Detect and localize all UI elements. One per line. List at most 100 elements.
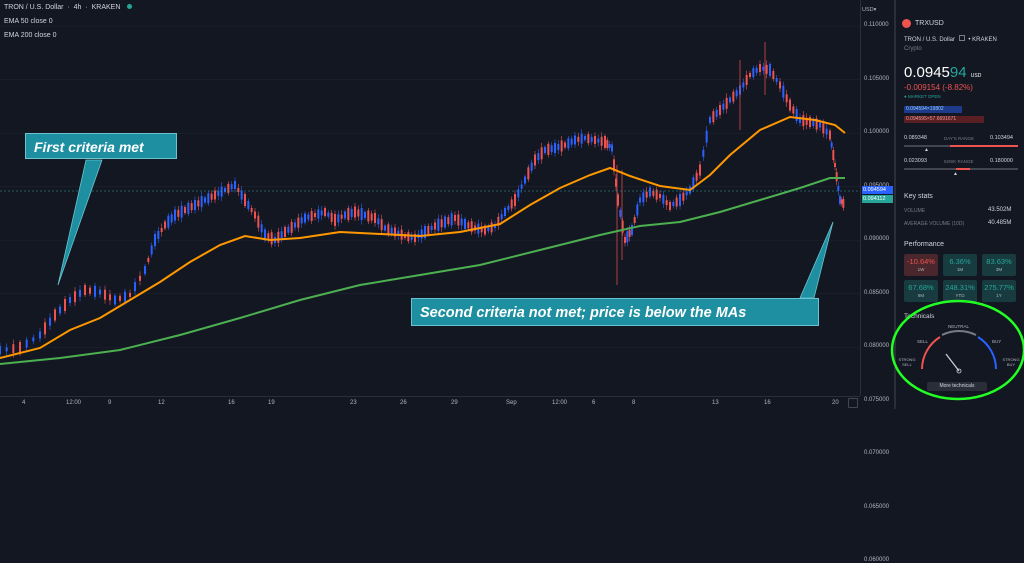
candle-body	[725, 97, 728, 109]
time-tick: 12	[158, 400, 165, 406]
time-axis[interactable]: 4 12:00 9 12 16 19 23 26 29 Sep 12:00 6 8 13 16 20	[0, 396, 860, 410]
candle-body	[170, 214, 173, 223]
candle-body	[584, 136, 586, 140]
candle-body	[357, 209, 360, 217]
candle-body	[147, 258, 150, 262]
time-tick: 16	[764, 400, 771, 406]
candle-body	[672, 202, 675, 206]
performance-cell[interactable]: 83.63% 3M	[982, 254, 1016, 276]
candle-body	[350, 209, 353, 217]
performance-title: Performance	[904, 241, 945, 248]
candle-body	[317, 209, 320, 219]
more-technicals-label: More technicals	[939, 383, 975, 389]
candle-body	[447, 217, 450, 225]
candle-body	[177, 209, 180, 217]
candle-body	[32, 337, 35, 342]
candle-body	[25, 339, 28, 348]
candle-body	[234, 181, 236, 189]
candle-body	[500, 214, 503, 220]
candle-body	[617, 194, 619, 206]
performance-cell[interactable]: 6.36% 1M	[943, 254, 977, 276]
candle-body	[157, 231, 160, 239]
day-low: 0.089348	[904, 135, 927, 141]
instrument-type: Crypto	[904, 46, 922, 52]
performance-period: YTD	[955, 293, 965, 298]
candle-body	[244, 194, 246, 206]
technicals-gauge[interactable]	[864, 299, 1024, 409]
price-tick: 0.085000	[864, 289, 890, 296]
candle-body	[84, 285, 86, 295]
candle-body	[74, 291, 76, 303]
ticker-label: TRXUSD	[915, 20, 944, 27]
candle-body	[685, 191, 688, 196]
candle-body	[470, 221, 473, 233]
candle-body	[460, 218, 463, 226]
volume-label: VOLUME	[904, 208, 926, 214]
technicals-title: Technicals	[904, 313, 935, 320]
wk-range-label: 52WK RANGE	[944, 159, 974, 164]
candle-body	[294, 222, 296, 228]
candle-body	[414, 234, 416, 242]
candle-body	[119, 295, 121, 301]
candle-body	[679, 194, 681, 206]
candle-body	[842, 198, 845, 208]
ema50-legend[interactable]: EMA 50 close 0	[4, 18, 53, 25]
candle-body	[354, 206, 356, 218]
performance-cell[interactable]: 248.31% YTD	[943, 280, 977, 302]
candle-body	[517, 189, 520, 198]
price-tick: 0.110000	[864, 22, 889, 29]
candle-body	[839, 196, 841, 204]
candle-body	[830, 142, 833, 148]
symbol-legend[interactable]: TRON / U.S. Dollar · 4h · KRAKEN	[4, 4, 133, 11]
bid-box: 0.094594×19802	[904, 106, 962, 113]
currency-selector[interactable]: USD▾	[862, 7, 876, 13]
candle-body	[534, 154, 536, 166]
candle-body	[264, 229, 266, 241]
candle-body	[613, 159, 615, 172]
ema200-legend[interactable]: EMA 200 close 0	[4, 32, 57, 39]
candle-body	[19, 342, 21, 354]
candle-body	[530, 162, 533, 171]
price-chart[interactable]	[0, 0, 860, 396]
symbol-logo-icon	[902, 19, 911, 28]
candle-body	[99, 289, 101, 295]
candle-body	[94, 285, 96, 297]
candle-body	[606, 140, 609, 148]
candle-body	[665, 200, 668, 206]
candle-body	[167, 215, 170, 228]
candle-body	[815, 118, 818, 130]
candle-body	[662, 194, 665, 204]
candle-body	[109, 294, 111, 301]
performance-value: 275.77%	[984, 283, 1014, 292]
ema200-line	[0, 177, 845, 365]
performance-cell[interactable]: 67.68% 6M	[904, 280, 938, 302]
candle-body	[597, 138, 600, 143]
more-technicals-button[interactable]: More technicals	[927, 382, 987, 391]
candle-body	[765, 64, 768, 74]
bid-value: 0.094594×19802	[906, 106, 944, 112]
time-axis-bottom-icons[interactable]	[848, 398, 858, 408]
candle-body	[608, 144, 611, 148]
candle-body	[540, 147, 543, 160]
candle-body	[367, 210, 370, 222]
price-tick: 0.065000	[864, 503, 890, 510]
candle-body	[230, 184, 233, 190]
candle-body	[287, 226, 290, 233]
candle-body	[64, 299, 66, 311]
performance-cell[interactable]: -10.64% 1W	[904, 254, 938, 276]
day-range-marker-icon: ▲	[924, 147, 929, 153]
candle-body	[624, 237, 626, 243]
candle-body	[825, 128, 828, 135]
candle-body	[537, 153, 540, 161]
performance-cell[interactable]: 275.77% 1Y	[982, 280, 1016, 302]
candle-body	[154, 234, 156, 246]
external-link-icon[interactable]	[958, 35, 965, 41]
candle-body	[785, 94, 788, 103]
candle-body	[822, 123, 825, 134]
last-price-badge: 0.094594	[862, 186, 893, 194]
candle-body	[649, 187, 651, 197]
candle-body	[457, 214, 460, 226]
chart-area[interactable]: TRON / U.S. Dollar · 4h · KRAKEN EMA 50 …	[0, 0, 860, 409]
candle-body	[260, 224, 263, 233]
candle-body	[639, 197, 641, 203]
